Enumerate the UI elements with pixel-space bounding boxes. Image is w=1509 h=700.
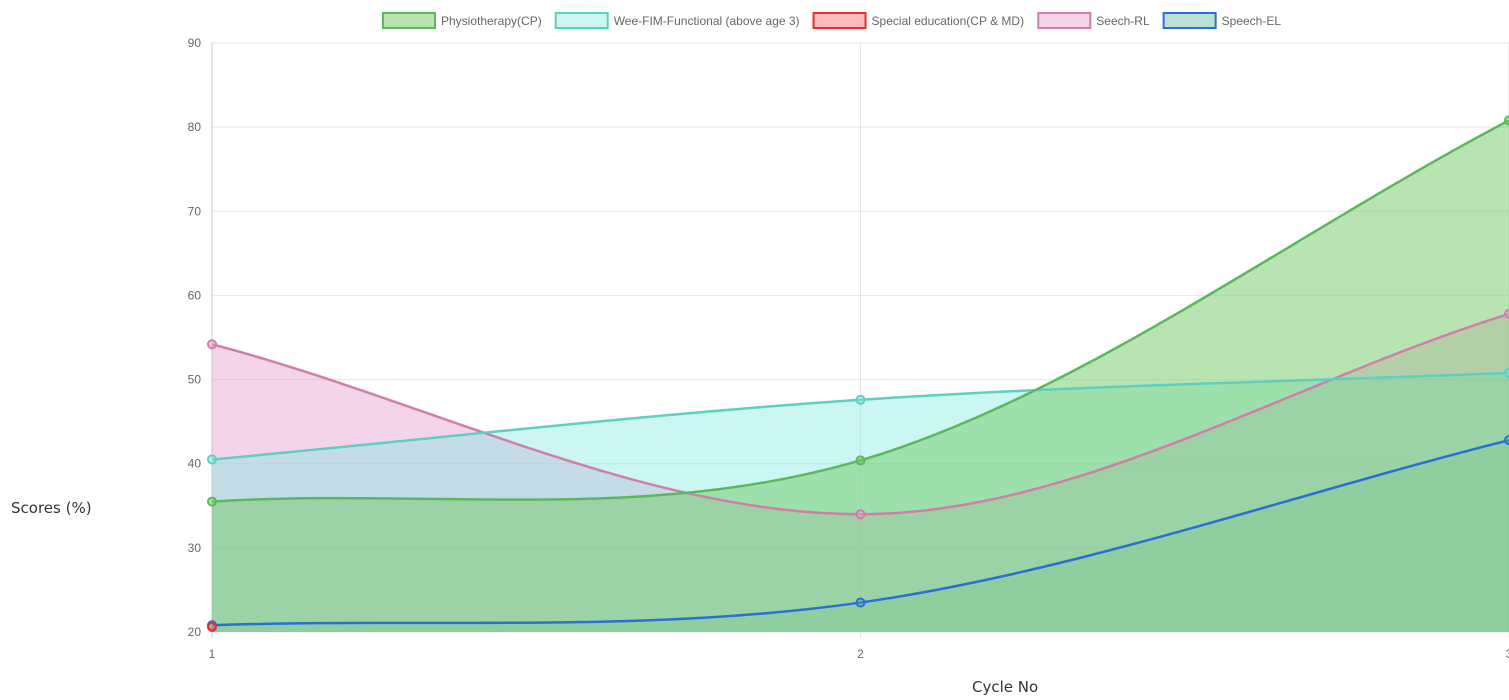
y-tick-label: 80 <box>188 120 202 134</box>
point-speech-el[interactable] <box>1504 435 1509 446</box>
point-wee-fim-functional-above-age-3[interactable] <box>1504 367 1509 378</box>
point-physiotherapy-cp[interactable] <box>1504 115 1509 126</box>
legend[interactable]: Physiotherapy(CP) Wee-FIM-Functional (abo… <box>381 12 1282 29</box>
legend-swatch <box>1037 12 1092 29</box>
legend-label: Wee-FIM-Functional (above age 3) <box>614 14 800 28</box>
point-physiotherapy-cp[interactable] <box>855 455 866 466</box>
series-areas <box>212 120 1509 632</box>
point-seech-rl[interactable] <box>207 339 217 350</box>
legend-item-special-education-cp-md[interactable]: Special education(CP & MD) <box>812 12 1025 29</box>
legend-swatch <box>812 12 867 29</box>
x-axis-ticks: 1 2 3 <box>209 647 1509 661</box>
point-speech-el[interactable] <box>855 597 866 608</box>
line-speech-el <box>211 438 1509 627</box>
y-tick-label: 40 <box>188 457 202 471</box>
area-physiotherapy-cp <box>212 120 1509 632</box>
point-seech-rl[interactable] <box>855 509 866 520</box>
y-tick-label: 70 <box>188 204 202 218</box>
point-wee-fim-functional-above-age-3[interactable] <box>207 454 217 465</box>
legend-swatch <box>381 12 436 29</box>
legend-swatch <box>1162 12 1217 29</box>
y-tick-label: 50 <box>188 373 202 387</box>
legend-label: Physiotherapy(CP) <box>441 14 542 28</box>
x-axis-title: Cycle No <box>972 678 1039 696</box>
legend-item-wee-fim-functional-above-age-3[interactable]: Wee-FIM-Functional (above age 3) <box>554 12 800 29</box>
y-tick-label: 60 <box>188 288 202 302</box>
x-tick-label: 1 <box>209 647 216 661</box>
point-physiotherapy-cp[interactable] <box>207 496 217 507</box>
legend-label: Special education(CP & MD) <box>872 14 1025 28</box>
y-tick-label: 90 <box>188 36 202 50</box>
y-axis-ticks: 20 30 40 50 60 70 80 90 <box>188 36 202 639</box>
point-seech-rl[interactable] <box>1504 308 1509 319</box>
line-wee-fim-functional-above-age-3 <box>211 371 1509 461</box>
x-tick-label: 3 <box>1506 647 1509 661</box>
line-seech-rl <box>211 312 1509 516</box>
legend-item-speech-el[interactable]: Speech-EL <box>1162 12 1282 29</box>
legend-item-seech-rl[interactable]: Seech-RL <box>1037 12 1150 29</box>
y-tick-label: 30 <box>188 541 202 555</box>
point-special-education-cp-md[interactable] <box>207 621 217 632</box>
legend-item-physiotherapy-cp[interactable]: Physiotherapy(CP) <box>381 12 542 29</box>
legend-label: Seech-RL <box>1096 14 1150 28</box>
y-axis-title: Scores (%) <box>11 499 92 517</box>
legend-swatch <box>554 12 609 29</box>
x-tick-label: 2 <box>857 647 864 661</box>
series-points <box>207 115 1509 632</box>
point-wee-fim-functional-above-age-3[interactable] <box>855 394 866 405</box>
y-tick-label: 20 <box>188 625 202 639</box>
legend-label: Speech-EL <box>1222 14 1282 28</box>
